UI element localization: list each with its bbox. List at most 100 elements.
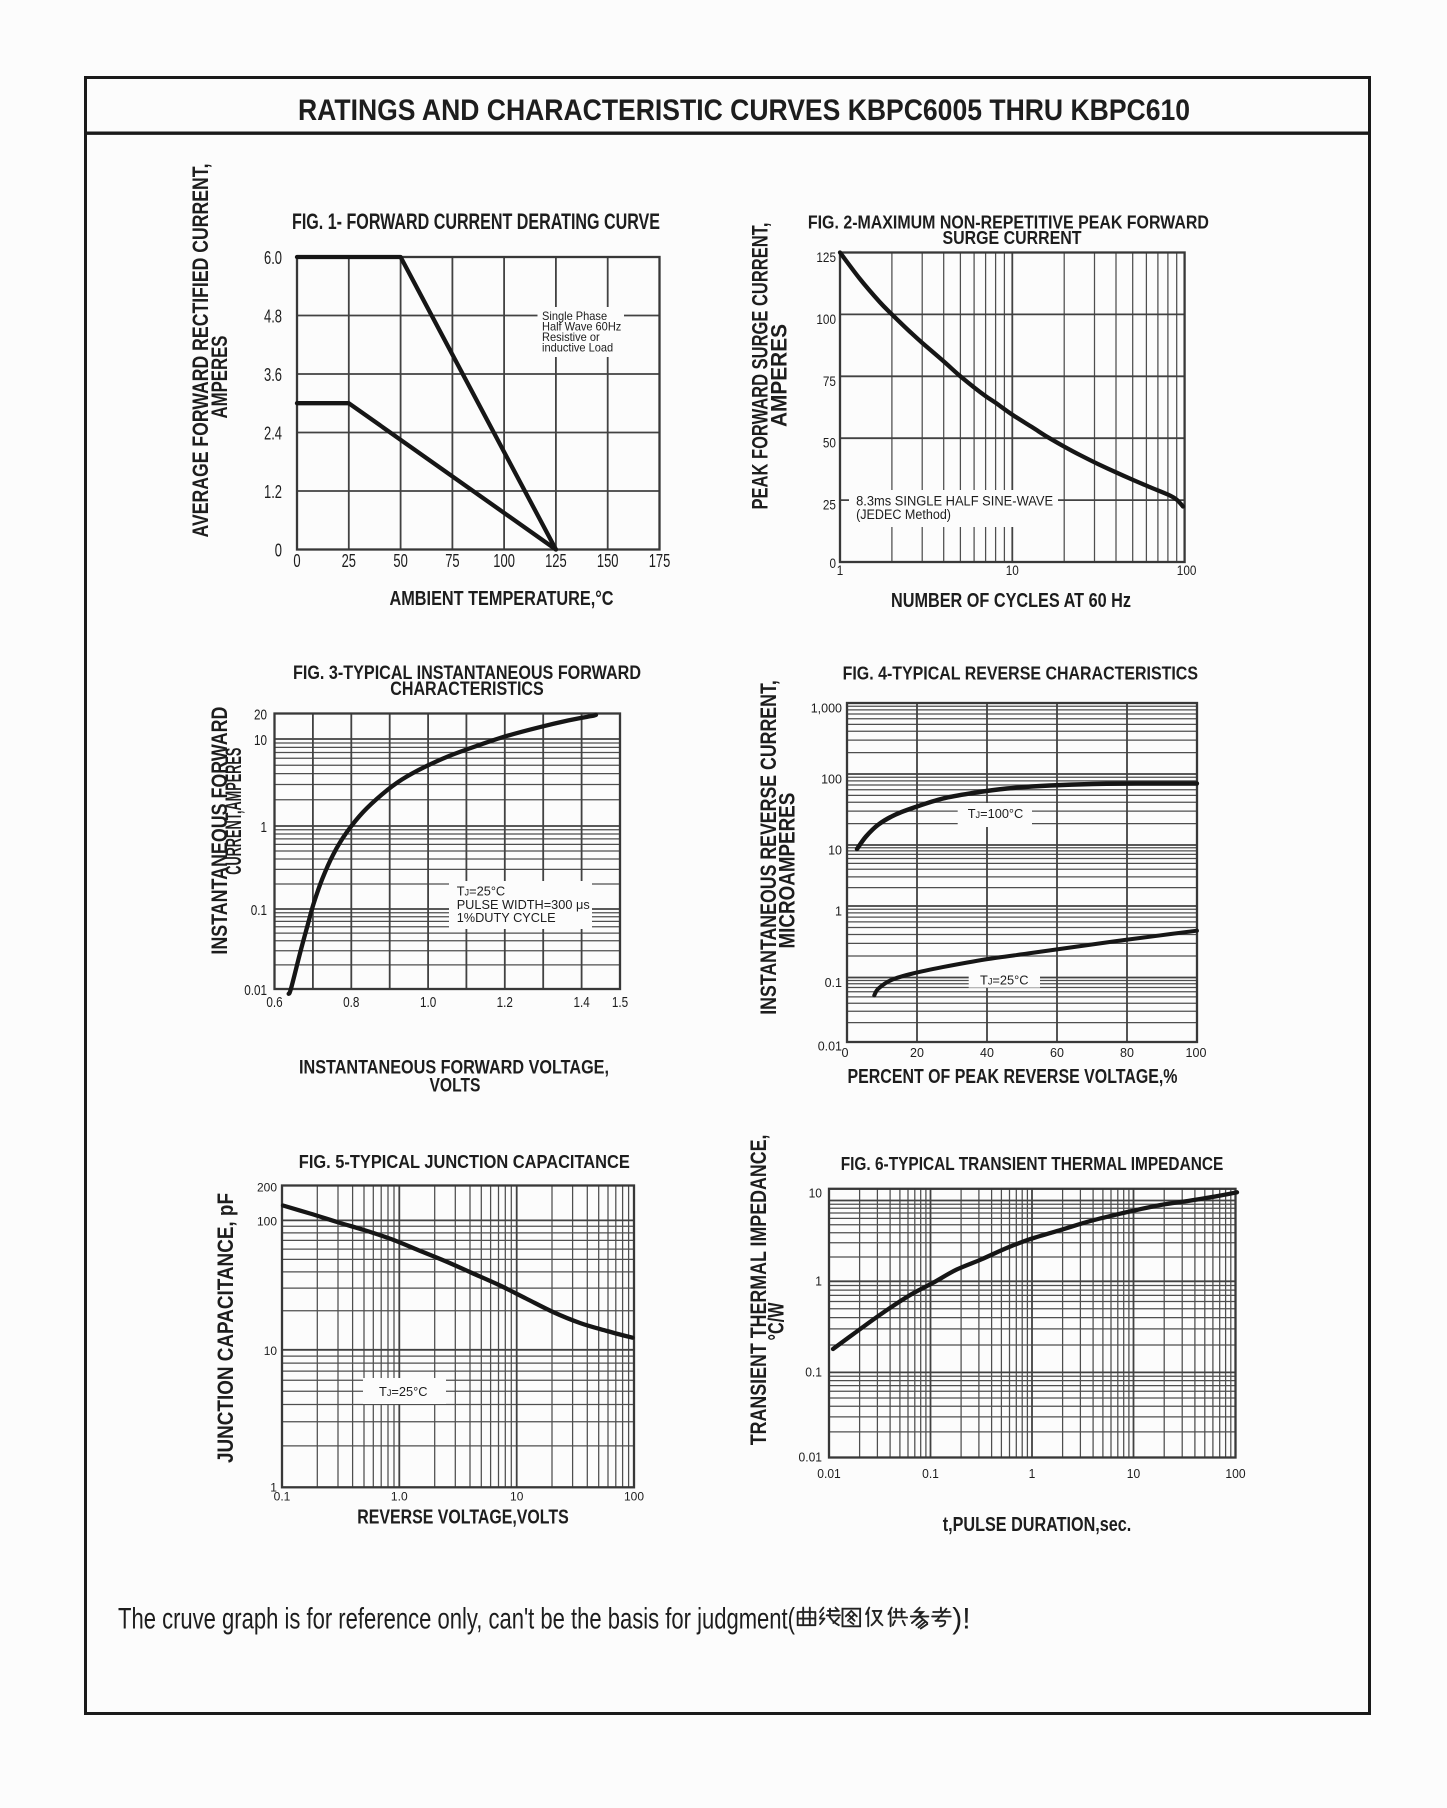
svg-text:20: 20 <box>910 1046 924 1060</box>
svg-text:6.0: 6.0 <box>264 248 282 268</box>
svg-text:PULSE WIDTH=300 μs: PULSE WIDTH=300 μs <box>457 897 590 912</box>
svg-text:150: 150 <box>597 551 619 571</box>
svg-text:100: 100 <box>816 312 836 327</box>
svg-text:1: 1 <box>835 905 842 919</box>
svg-text:4.8: 4.8 <box>264 307 282 327</box>
svg-text:1.0: 1.0 <box>391 1490 408 1504</box>
svg-text:10: 10 <box>510 1490 524 1504</box>
svg-text:50: 50 <box>393 551 407 571</box>
svg-text:INSTANTANEOUS REVERSE CURRENT,: INSTANTANEOUS REVERSE CURRENT, <box>756 680 781 1015</box>
svg-text:2.4: 2.4 <box>264 424 282 444</box>
svg-text:TJ=100°C: TJ=100°C <box>968 806 1024 821</box>
svg-text:8.3ms SINGLE HALF SINE-WAVE: 8.3ms SINGLE HALF SINE-WAVE <box>856 494 1053 509</box>
svg-text:TJ=25°C: TJ=25°C <box>379 1384 428 1399</box>
svg-text:20: 20 <box>254 707 267 724</box>
svg-text:TRANSIENT THERMAL IMPEDANCE,: TRANSIENT THERMAL IMPEDANCE, <box>746 1135 771 1446</box>
svg-text:1: 1 <box>261 819 268 836</box>
svg-text:0.01: 0.01 <box>799 1450 823 1465</box>
svg-text:INSTANTANEOUS FORWARD VOLTAGE,: INSTANTANEOUS FORWARD VOLTAGE, <box>299 1057 609 1079</box>
svg-text:CHARACTERISTICS: CHARACTERISTICS <box>390 679 544 700</box>
svg-text:100: 100 <box>624 1490 644 1504</box>
svg-text:Resistive or: Resistive or <box>542 330 600 344</box>
svg-text:The cruve graph is for referen: The cruve graph is for reference only, c… <box>118 1603 795 1636</box>
svg-text:125: 125 <box>816 250 836 265</box>
svg-text:SURGE CURRENT: SURGE CURRENT <box>943 228 1082 248</box>
svg-text:TJ=25°C: TJ=25°C <box>457 884 506 899</box>
svg-text:0.8: 0.8 <box>343 994 359 1011</box>
svg-text:(JEDEC Method): (JEDEC Method) <box>856 507 951 522</box>
svg-text:1: 1 <box>1029 1466 1036 1481</box>
svg-text:NUMBER OF CYCLES AT 60 Hz: NUMBER OF CYCLES AT 60 Hz <box>891 590 1131 612</box>
svg-text:10: 10 <box>809 1186 822 1201</box>
svg-text:t,PULSE DURATION,sec.: t,PULSE DURATION,sec. <box>943 1514 1132 1536</box>
svg-text:100: 100 <box>493 551 515 571</box>
svg-text:0.6: 0.6 <box>266 994 282 1011</box>
svg-text:0.1: 0.1 <box>805 1364 822 1379</box>
svg-text:0: 0 <box>293 551 300 571</box>
svg-text:100: 100 <box>821 773 842 787</box>
svg-text:CURRENT,AMPERES: CURRENT,AMPERES <box>221 748 246 875</box>
svg-text:10: 10 <box>828 844 842 858</box>
svg-text:FIG. 2-MAXIMUM NON-REPETITIVE: FIG. 2-MAXIMUM NON-REPETITIVE PEAK FORWA… <box>808 212 1209 232</box>
svg-text:1.5: 1.5 <box>612 994 628 1011</box>
svg-text:1.4: 1.4 <box>573 994 589 1011</box>
svg-text:200: 200 <box>257 1181 277 1195</box>
svg-text:1.2: 1.2 <box>497 994 513 1011</box>
svg-text:)!: )! <box>952 1603 970 1636</box>
svg-text:75: 75 <box>445 551 459 571</box>
svg-text:75: 75 <box>823 374 836 389</box>
svg-text:1,000: 1,000 <box>811 702 842 716</box>
svg-text:10: 10 <box>1127 1466 1140 1481</box>
svg-text:JUNCTION CAPACITANCE, pF: JUNCTION CAPACITANCE, pF <box>213 1193 238 1463</box>
svg-text:0.1: 0.1 <box>274 1490 291 1504</box>
svg-text:40: 40 <box>980 1046 994 1060</box>
svg-text:PEAK FORWARD SURGE CURRENT,: PEAK FORWARD SURGE CURRENT, <box>748 223 773 510</box>
svg-text:175: 175 <box>649 551 671 571</box>
svg-text:1: 1 <box>270 1480 277 1494</box>
svg-text:3.6: 3.6 <box>264 365 282 385</box>
svg-text:0.01: 0.01 <box>244 982 267 999</box>
svg-text:Single Phase: Single Phase <box>542 309 607 323</box>
svg-text:60: 60 <box>1050 1046 1064 1060</box>
svg-text:0.1: 0.1 <box>251 902 267 919</box>
svg-text:10: 10 <box>254 732 267 749</box>
svg-text:1%DUTY CYCLE: 1%DUTY CYCLE <box>457 910 556 925</box>
svg-text:100: 100 <box>1186 1046 1207 1060</box>
svg-text:125: 125 <box>545 551 567 571</box>
svg-text:0.1: 0.1 <box>825 976 842 990</box>
svg-text:10: 10 <box>264 1344 278 1358</box>
svg-text:inductive Load: inductive Load <box>542 341 613 355</box>
svg-text:PERCENT OF PEAK REVERSE VOLTAG: PERCENT OF PEAK REVERSE VOLTAGE,% <box>848 1066 1178 1088</box>
svg-text:VOLTS: VOLTS <box>430 1075 481 1097</box>
svg-text:AVERAGE FORWARD RECTIFIED CURR: AVERAGE FORWARD RECTIFIED CURRENT, <box>188 164 213 538</box>
svg-text:RATINGS AND CHARACTERISTIC CUR: RATINGS AND CHARACTERISTIC CURVES KBPC60… <box>298 94 1190 127</box>
svg-text:INSTANTANEOUS FORWARD: INSTANTANEOUS FORWARD <box>207 707 232 955</box>
svg-text:MICROAMPERES: MICROAMPERES <box>775 793 800 949</box>
svg-text:0: 0 <box>842 1046 849 1060</box>
svg-text:50: 50 <box>823 436 836 451</box>
svg-text:10: 10 <box>1006 563 1019 578</box>
svg-text:AMBIENT TEMPERATURE,°C: AMBIENT TEMPERATURE,°C <box>390 588 614 610</box>
svg-text:1.2: 1.2 <box>264 482 282 502</box>
svg-text:100: 100 <box>1177 563 1197 578</box>
svg-text:0: 0 <box>830 556 837 571</box>
svg-text:AMPERES: AMPERES <box>767 324 792 427</box>
svg-text:80: 80 <box>1120 1046 1134 1060</box>
svg-text:FIG. 6-TYPICAL TRANSIENT THERM: FIG. 6-TYPICAL TRANSIENT THERMAL IMPEDAN… <box>841 1154 1224 1174</box>
svg-text:Half Wave 60Hz: Half Wave 60Hz <box>542 320 621 334</box>
svg-text:25: 25 <box>342 551 356 571</box>
svg-text:°C/W: °C/W <box>764 1302 789 1340</box>
svg-text:1.0: 1.0 <box>420 994 436 1011</box>
svg-text:100: 100 <box>257 1214 277 1228</box>
svg-text:FIG. 1- FORWARD CURRENT DERATI: FIG. 1- FORWARD CURRENT DERATING CURVE <box>292 209 660 234</box>
svg-text:FIG. 5-TYPICAL JUNCTION CAPACI: FIG. 5-TYPICAL JUNCTION CAPACITANCE <box>299 1152 630 1172</box>
svg-text:TJ=25°C: TJ=25°C <box>980 972 1029 987</box>
svg-text:AMPERES: AMPERES <box>207 336 232 419</box>
svg-text:FIG. 4-TYPICAL REVERSE CHARACT: FIG. 4-TYPICAL REVERSE CHARACTERISTICS <box>843 663 1198 683</box>
svg-text:1: 1 <box>837 563 844 578</box>
svg-text:0.1: 0.1 <box>922 1466 939 1481</box>
svg-text:0.01: 0.01 <box>817 1466 841 1481</box>
svg-text:100: 100 <box>1225 1466 1245 1481</box>
svg-text:1: 1 <box>815 1273 822 1288</box>
svg-text:0.01: 0.01 <box>818 1040 842 1054</box>
